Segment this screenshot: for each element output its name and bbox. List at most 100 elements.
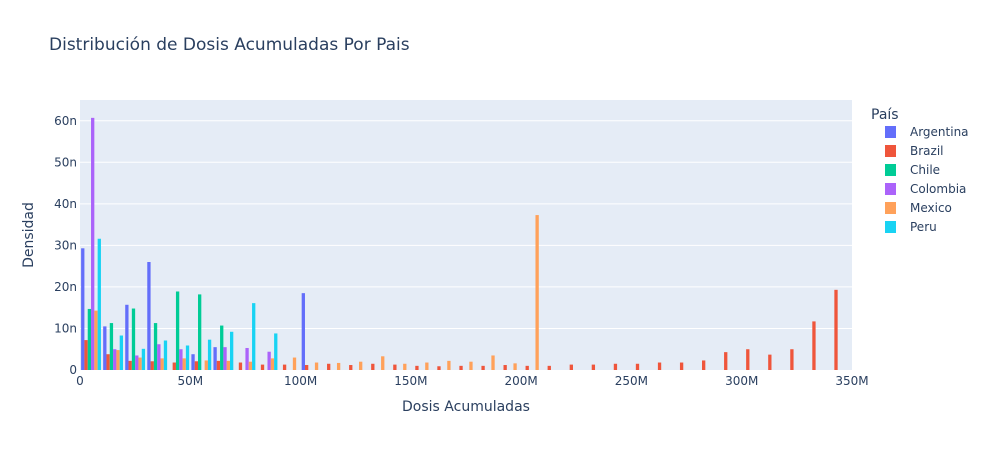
- bar: [513, 363, 517, 370]
- bar: [679, 362, 684, 370]
- x-tick-label: 300M: [725, 374, 758, 388]
- legend-label: Chile: [910, 163, 940, 177]
- bar: [252, 303, 256, 370]
- bar: [97, 238, 101, 370]
- chart-title: Distribución de Dosis Acumuladas Por Pai…: [49, 35, 410, 55]
- legend-label: Peru: [910, 220, 937, 234]
- bars: [81, 117, 838, 370]
- y-tick-label: 30n: [54, 238, 77, 252]
- gridlines: [80, 120, 852, 329]
- series-brazil: [84, 289, 838, 370]
- bar: [812, 321, 816, 370]
- x-tick-label: 100M: [284, 374, 317, 388]
- bar: [191, 354, 195, 370]
- bar: [371, 363, 375, 370]
- legend-label: Argentina: [910, 125, 969, 139]
- bar: [746, 349, 750, 370]
- x-tick-label: 50M: [177, 374, 203, 388]
- bar: [229, 331, 234, 370]
- bar: [147, 262, 151, 370]
- legend-item-brazil[interactable]: Brazil: [885, 144, 944, 158]
- bar: [125, 304, 129, 370]
- bar: [349, 365, 353, 370]
- bar: [834, 289, 838, 370]
- legend-label: Mexico: [910, 201, 952, 215]
- bar: [437, 366, 441, 370]
- bar: [267, 351, 271, 370]
- bar: [248, 361, 253, 370]
- bar: [119, 335, 124, 370]
- bar: [301, 293, 305, 370]
- legend-swatch: [885, 164, 896, 176]
- bar: [292, 357, 297, 370]
- series-chile: [87, 291, 224, 370]
- bar: [106, 354, 110, 370]
- bar: [223, 347, 227, 370]
- bar: [657, 362, 662, 370]
- bar: [207, 339, 212, 370]
- series-colombia: [91, 117, 271, 370]
- legend-item-argentina[interactable]: Argentina: [885, 125, 969, 139]
- bar: [304, 365, 309, 370]
- y-tick-label: 20n: [54, 280, 77, 294]
- bar: [525, 365, 529, 370]
- bar: [327, 363, 331, 370]
- bar: [403, 363, 407, 370]
- bar: [535, 215, 539, 370]
- bar: [724, 352, 728, 370]
- bar: [226, 360, 230, 370]
- bar: [87, 308, 92, 370]
- bar: [447, 360, 451, 370]
- bar: [547, 365, 551, 370]
- bar: [153, 323, 158, 370]
- bar: [182, 358, 186, 370]
- legend-swatch: [885, 145, 896, 157]
- x-axis-ticks: 0 50M 100M 150M 200M 250M 300M 350M: [76, 374, 868, 388]
- bar: [204, 360, 208, 370]
- bar: [172, 362, 176, 370]
- legend-item-colombia[interactable]: Colombia: [885, 182, 966, 196]
- x-tick-label: 200M: [505, 374, 538, 388]
- bar: [790, 349, 794, 370]
- legend-item-mexico[interactable]: Mexico: [885, 201, 952, 215]
- bar: [238, 362, 243, 370]
- bar: [94, 310, 98, 370]
- bar: [415, 365, 419, 370]
- bar: [393, 364, 397, 370]
- bar: [81, 248, 85, 370]
- bar: [425, 362, 429, 370]
- bar: [469, 361, 473, 370]
- bar: [194, 361, 199, 370]
- bar: [336, 362, 341, 370]
- legend[interactable]: País Argentina Brazil Chile Colombia Mexico P…: [871, 107, 969, 234]
- legend-swatch: [885, 221, 896, 233]
- plot-area: [80, 100, 852, 370]
- legend-swatch: [885, 126, 896, 138]
- bar: [135, 355, 139, 370]
- bar: [216, 360, 221, 370]
- bar: [198, 294, 202, 370]
- series-argentina: [81, 248, 305, 370]
- bar: [359, 361, 363, 370]
- legend-label: Colombia: [910, 182, 966, 196]
- bar: [491, 355, 495, 370]
- bar: [109, 323, 114, 370]
- bar: [116, 350, 120, 370]
- bar: [157, 344, 161, 370]
- bar: [613, 363, 618, 370]
- bar: [768, 354, 772, 370]
- legend-item-peru[interactable]: Peru: [885, 220, 937, 234]
- x-axis-label: Dosis Acumuladas: [402, 399, 530, 415]
- series-mexico: [94, 215, 539, 370]
- bar: [185, 345, 190, 370]
- bar: [113, 349, 117, 370]
- bar: [84, 340, 88, 370]
- bar: [591, 364, 596, 370]
- bar: [274, 333, 278, 370]
- bar: [282, 364, 287, 370]
- bar: [103, 326, 107, 370]
- y-tick-label: 0: [69, 363, 77, 377]
- legend-item-chile[interactable]: Chile: [885, 163, 940, 177]
- bar: [91, 117, 95, 370]
